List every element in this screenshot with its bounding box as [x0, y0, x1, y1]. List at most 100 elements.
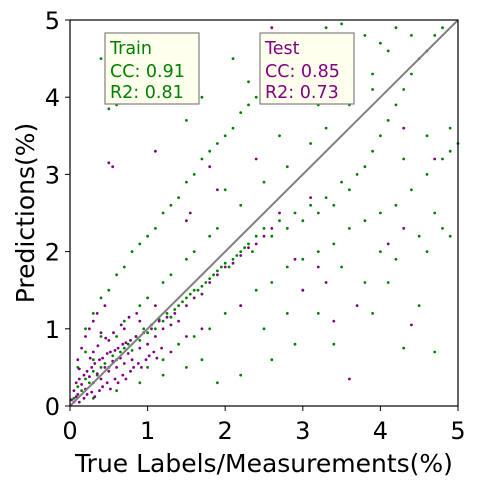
x-axis-ticks: 0 1 2 3 4 5	[62, 406, 466, 445]
test-r2: R2: 0.73	[265, 83, 339, 103]
train-data-point	[216, 227, 219, 230]
test-data-point	[144, 358, 148, 362]
train-data-point	[386, 49, 390, 53]
train-data-point	[219, 265, 223, 269]
train-data-point	[122, 346, 126, 350]
train-data-point	[138, 304, 142, 307]
test-data-point	[157, 319, 161, 323]
train-data-point	[247, 103, 250, 107]
train-data-point	[216, 381, 219, 385]
train-data-point	[363, 165, 367, 169]
train-data-point	[324, 26, 328, 30]
test-data-point	[247, 246, 250, 250]
train-data-point	[293, 342, 297, 346]
x-tick-label: 1	[140, 417, 155, 445]
train-data-point	[216, 269, 219, 273]
train-data-point	[146, 366, 150, 369]
train-data-point	[208, 277, 212, 280]
train-data-point	[177, 196, 181, 200]
train-data-point	[270, 281, 274, 284]
train-data-point	[262, 327, 266, 331]
test-data-point	[98, 358, 101, 362]
test-data-point	[77, 377, 81, 381]
test-data-point	[402, 126, 406, 130]
train-data-point	[231, 57, 235, 60]
test-data-point	[177, 319, 181, 323]
test-data-point	[188, 211, 192, 215]
train-data-point	[301, 257, 305, 261]
y-tick-label: 4	[45, 84, 60, 112]
test-data-point	[192, 296, 196, 300]
y-tick-label: 5	[45, 7, 60, 35]
train-data-point	[84, 377, 87, 381]
train-data-point	[208, 234, 212, 238]
train-data-point	[243, 246, 247, 250]
train-data-point	[239, 373, 243, 377]
train-data-point	[88, 381, 91, 385]
test-data-point	[154, 304, 157, 307]
test-data-point	[103, 304, 107, 307]
test-data-point	[91, 350, 95, 354]
train-data-point	[84, 350, 87, 354]
train-data-point	[285, 165, 289, 169]
test-data-point	[101, 356, 104, 360]
train-data-point	[99, 57, 103, 60]
x-tick-label: 4	[373, 417, 388, 445]
train-data-point	[433, 34, 437, 37]
train-data-point	[223, 312, 227, 315]
test-data-point	[134, 335, 138, 338]
y-axis-label: Predictions(%)	[11, 123, 40, 303]
train-data-point	[394, 103, 398, 107]
train-box-background	[104, 32, 200, 105]
test-data-point	[160, 346, 164, 350]
train-data-point	[115, 273, 118, 277]
train-data-point	[119, 350, 122, 354]
train-data-point	[115, 389, 118, 392]
train-data-point	[130, 250, 134, 254]
train-data-point	[161, 281, 165, 284]
test-data-point	[76, 358, 80, 362]
test-stats-box: Test CC: 0.85 R2: 0.73	[259, 32, 355, 105]
test-data-point	[130, 358, 134, 362]
train-data-point	[212, 273, 216, 277]
train-data-point	[332, 203, 336, 207]
train-data-point	[254, 288, 258, 292]
train-data-point	[441, 157, 444, 161]
test-data-point	[85, 393, 89, 396]
train-stats-box: Train CC: 0.91 R2: 0.81	[104, 32, 200, 105]
train-data-point	[379, 134, 382, 138]
train-label: Train	[109, 39, 152, 59]
train-data-point	[379, 41, 382, 45]
train-data-point	[99, 335, 103, 338]
test-data-point	[124, 377, 128, 381]
train-data-point	[138, 339, 142, 342]
test-data-point	[70, 398, 73, 402]
train-data-point	[208, 149, 212, 153]
test-cc: CC: 0.85	[265, 62, 340, 82]
train-data-point	[355, 173, 359, 176]
test-data-point	[169, 350, 173, 354]
train-data-point	[394, 257, 398, 261]
test-data-point	[93, 395, 97, 399]
train-data-point	[115, 335, 118, 338]
train-data-point	[410, 72, 413, 76]
test-data-point	[107, 339, 111, 342]
test-data-point	[200, 292, 204, 296]
test-data-point	[132, 366, 136, 369]
x-tick-label: 0	[62, 417, 77, 445]
train-data-point	[340, 180, 343, 184]
train-data-point	[371, 72, 374, 76]
train-data-point	[161, 211, 165, 215]
train-data-point	[142, 327, 146, 331]
test-data-point	[122, 362, 126, 365]
train-data-point	[340, 22, 343, 26]
test-label: Test	[264, 39, 300, 59]
train-data-point	[270, 358, 274, 362]
train-data-point	[80, 389, 83, 392]
test-data-point	[309, 196, 312, 200]
train-data-point	[91, 312, 95, 315]
train-data-point	[235, 254, 239, 257]
test-data-point	[116, 346, 120, 350]
train-data-point	[247, 80, 250, 84]
train-data-point	[181, 300, 184, 304]
